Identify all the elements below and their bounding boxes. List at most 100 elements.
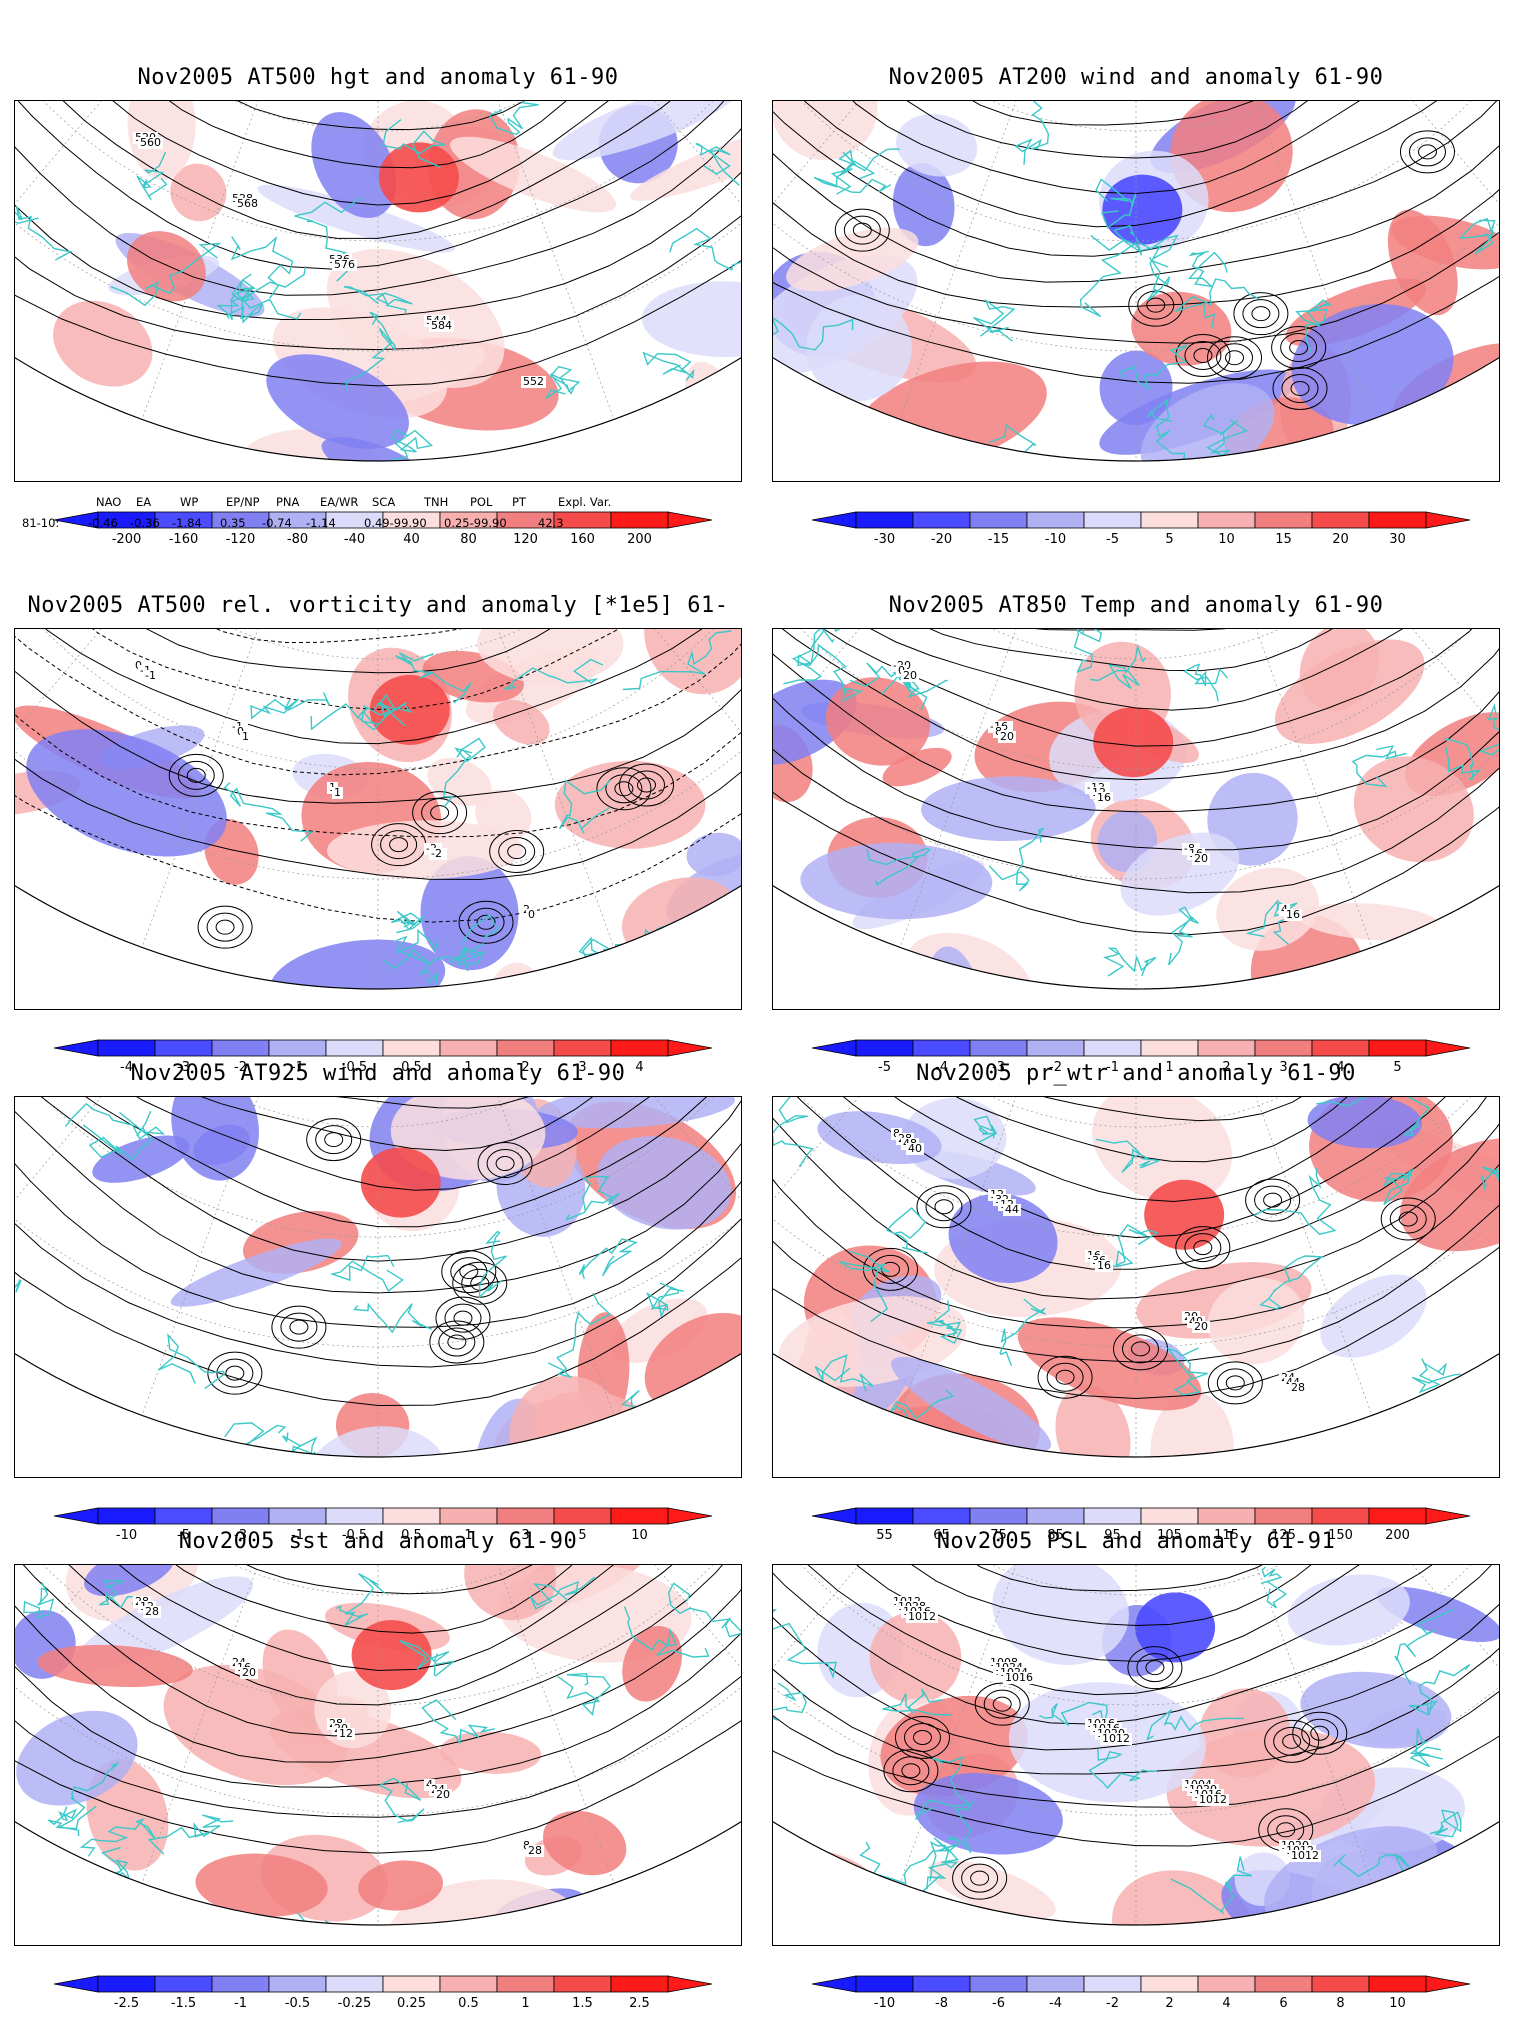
contour-label: -2	[431, 847, 442, 860]
colorbar-tick-label: 3	[578, 1060, 587, 1075]
colorbar-tick-label: 85	[1047, 1528, 1064, 1543]
contour-label: 0	[528, 908, 535, 921]
contour-labels: 28242848121620242828201220	[133, 1595, 544, 1857]
colorbar-tick-label: -6	[992, 1996, 1005, 2011]
colorbar-swatch	[1368, 1975, 1427, 1993]
colorbar-tick-label: 1	[464, 1060, 473, 1075]
anomaly-shading	[53, 101, 741, 461]
colorbar-swatch	[1197, 1975, 1256, 1993]
polar-map: 0-11-22-101-20-11	[15, 629, 741, 990]
colorbar-swatch	[855, 511, 914, 529]
teleconnection-header: EP/NP	[226, 495, 260, 509]
hemisphere-boundary	[773, 1820, 1499, 1926]
panel-title: Nov2005 AT200 wind and anomaly 61-90	[888, 65, 1384, 90]
colorbar-tick-label: -1.5	[170, 1996, 197, 2011]
contour-lines	[773, 101, 1499, 410]
contour-label: 20	[1194, 852, 1208, 865]
contour-labels: -20-16-12-840812161620201620	[891, 659, 1302, 921]
colorbar-tick-label: 6	[1279, 1996, 1288, 2011]
contour-label: 568	[237, 197, 258, 210]
teleconnection-header: POL	[470, 495, 493, 509]
colorbar-tick-label: 4	[635, 1060, 644, 1075]
contour-labels: 0-11-22-101-20-11	[133, 659, 537, 921]
hemisphere-boundary	[773, 1352, 1499, 1458]
teleconnection-value: -1.84	[172, 516, 202, 530]
colorbar-tick-label: -160	[168, 532, 199, 547]
map-panel-temp: Nov2005 AT850 Temp and anomaly 61-90-20-…	[772, 584, 1500, 1104]
colorbar-arrow-right	[1425, 1507, 1471, 1525]
contour-label: 552	[523, 375, 544, 388]
contour-label: 20	[242, 1666, 256, 1679]
teleconnection-value: -1.14	[306, 516, 336, 530]
colorbar-swatch	[912, 511, 971, 529]
panel-title: Nov2005 AT850 Temp and anomaly 61-90	[888, 593, 1384, 618]
colorbar-arrow-right	[667, 1507, 713, 1525]
contour-lines	[15, 629, 741, 949]
colorbar-swatch	[382, 1975, 441, 1993]
colorbar-swatch	[496, 1975, 555, 1993]
colorbar-swatch	[610, 1975, 669, 1993]
colorbar-tick-label: -3	[234, 1528, 247, 1543]
contour-label: 20	[903, 669, 917, 682]
colorbar-tick-label: 5	[1165, 532, 1174, 547]
map-frame: 1012100810161004102010281024101610201012…	[772, 1564, 1500, 1946]
colorbar-tick-label: 80	[460, 532, 477, 547]
colorbar: -5 -4 -3 -2 -1 1 2 3 4 5	[811, 1039, 1471, 1100]
colorbar-swatch	[97, 1975, 156, 1993]
coastlines	[773, 629, 1499, 977]
contour-labels: 812162024283236404448121620284044	[891, 1127, 1307, 1394]
colorbar-tick-label: 0.5	[458, 1996, 479, 2011]
colorbar-tick-label: 200	[1385, 1528, 1410, 1543]
contour-label: 20	[436, 1788, 450, 1801]
teleconnection-header: EA/WR	[320, 495, 359, 509]
polar-map: 1012100810161004102010281024101610201012…	[773, 1565, 1499, 1926]
colorbar-tick-label: 10	[631, 1528, 648, 1543]
colorbar-swatch	[1368, 511, 1427, 529]
panel-title: Nov2005 AT925 wind and anomaly 61-90	[130, 1061, 626, 1086]
colorbar-tick-label: -0.5	[284, 1996, 311, 2011]
colorbar-tick-label: 3	[1279, 1060, 1288, 1075]
colorbar-swatch	[268, 1975, 327, 1993]
colorbar: -200 -160 -120 -80 -40 40 80 120 160 200	[53, 511, 713, 572]
contour-label: 1	[242, 730, 249, 743]
colorbar-tick-label: -10	[1044, 532, 1067, 547]
colorbar-tick-label: -4	[120, 1060, 133, 1075]
colorbar-arrow-left	[811, 511, 857, 529]
contour-label: 28	[1291, 1381, 1305, 1394]
colorbar-tick-label: -1	[1106, 1060, 1119, 1075]
colorbar-arrow-right	[667, 1039, 713, 1057]
colorbar-swatch	[1140, 511, 1199, 529]
hemisphere-boundary	[15, 1820, 741, 1926]
colorbar-arrow-right	[667, 1975, 713, 1993]
colorbar-tick-label: 75	[990, 1528, 1007, 1543]
colorbar-swatch	[1311, 511, 1370, 529]
contour-label: 40	[908, 1142, 922, 1155]
contour-label: 560	[140, 136, 161, 149]
colorbar-swatch	[1254, 511, 1313, 529]
colorbar-swatch	[439, 1975, 498, 1993]
colorbar-swatch	[325, 1975, 384, 1993]
colorbar-swatches	[811, 1039, 1471, 1057]
contour-label: 20	[1194, 1320, 1208, 1333]
colorbar-tick-label: -3	[177, 1060, 190, 1075]
coastlines	[773, 1097, 1499, 1431]
colorbar-tick-label: 105	[1157, 1528, 1182, 1543]
contour-label: 1012	[908, 1610, 936, 1623]
colorbar-tick-label: -2	[234, 1060, 247, 1075]
colorbar-tick-label: 0.25	[397, 1996, 426, 2011]
colorbar-tick-label: 115	[1214, 1528, 1239, 1543]
hemisphere-boundary	[15, 884, 741, 990]
contour-label: 44	[1005, 1203, 1019, 1216]
polar-map	[773, 101, 1499, 462]
colorbar-tick-label: -40	[343, 532, 366, 547]
colorbar-tick-label: 10	[1218, 532, 1235, 547]
colorbar-tick-label: 1	[1165, 1060, 1174, 1075]
colorbar-tick-label: 5	[578, 1528, 587, 1543]
colorbar-arrow-right	[1425, 1975, 1471, 1993]
colorbar: -10 -5 -3 -1 -0.5 0.5 1 3 5 10	[53, 1507, 713, 1568]
contour-labels: 1012100810161004102010281024101610201012…	[891, 1595, 1321, 1862]
colorbar-swatches	[811, 1975, 1471, 1993]
colorbar-tick-label: 2.5	[629, 1996, 650, 2011]
teleconnection-value: -0.74	[262, 516, 292, 530]
colorbar-tick-label: 160	[570, 532, 595, 547]
